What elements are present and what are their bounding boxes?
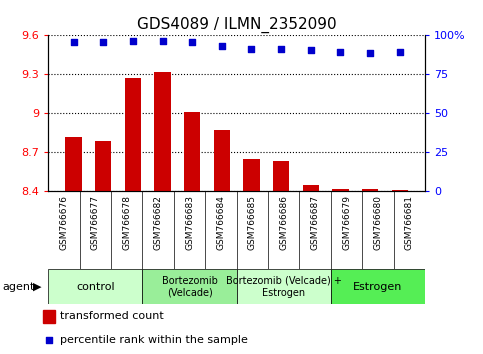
Bar xyxy=(237,269,331,304)
Point xyxy=(218,43,226,48)
Bar xyxy=(95,141,112,191)
Text: percentile rank within the sample: percentile rank within the sample xyxy=(60,335,248,346)
Text: GSM766684: GSM766684 xyxy=(216,195,226,250)
Text: GSM766679: GSM766679 xyxy=(342,195,351,250)
Point xyxy=(188,40,196,45)
Text: agent: agent xyxy=(2,282,35,292)
Text: GSM766683: GSM766683 xyxy=(185,195,194,250)
Point xyxy=(277,46,285,51)
Text: GSM766676: GSM766676 xyxy=(59,195,69,250)
Text: Estrogen: Estrogen xyxy=(353,282,403,292)
Text: control: control xyxy=(76,282,114,292)
Bar xyxy=(65,137,82,191)
Point xyxy=(45,337,53,343)
Text: GSM766678: GSM766678 xyxy=(122,195,131,250)
Bar xyxy=(392,190,408,191)
Point xyxy=(99,40,107,45)
Point xyxy=(129,38,137,44)
Bar xyxy=(362,189,378,191)
Point xyxy=(248,46,256,51)
Bar xyxy=(155,72,170,191)
Text: Bortezomib
(Velcade): Bortezomib (Velcade) xyxy=(162,276,217,298)
Text: GSM766687: GSM766687 xyxy=(311,195,320,250)
Bar xyxy=(125,78,141,191)
Point xyxy=(70,40,77,45)
Point xyxy=(159,38,167,44)
Text: GSM766682: GSM766682 xyxy=(154,195,163,250)
Point xyxy=(337,49,344,55)
Text: Bortezomib (Velcade) +
Estrogen: Bortezomib (Velcade) + Estrogen xyxy=(226,276,341,298)
Bar xyxy=(213,130,230,191)
Text: GSM766677: GSM766677 xyxy=(91,195,100,250)
Text: GSM766685: GSM766685 xyxy=(248,195,257,250)
Bar xyxy=(243,159,260,191)
Point xyxy=(366,51,374,56)
Text: transformed count: transformed count xyxy=(60,312,164,321)
Bar xyxy=(332,189,349,191)
Bar xyxy=(142,269,237,304)
Bar xyxy=(331,269,425,304)
Text: GSM766681: GSM766681 xyxy=(405,195,414,250)
Bar xyxy=(273,161,289,191)
Title: GDS4089 / ILMN_2352090: GDS4089 / ILMN_2352090 xyxy=(137,16,337,33)
Bar xyxy=(48,269,142,304)
Text: GSM766680: GSM766680 xyxy=(373,195,383,250)
Bar xyxy=(43,310,55,323)
Text: GSM766686: GSM766686 xyxy=(279,195,288,250)
Point xyxy=(307,47,314,53)
Text: ▶: ▶ xyxy=(33,282,42,292)
Bar xyxy=(303,185,319,191)
Bar xyxy=(184,112,200,191)
Point xyxy=(396,49,404,55)
